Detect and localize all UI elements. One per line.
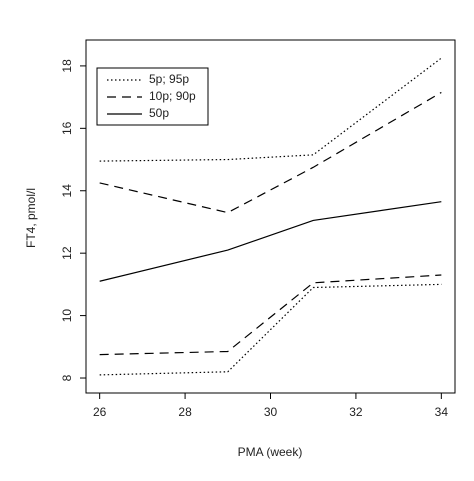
series-line <box>99 57 442 162</box>
y-tick-label: 18 <box>60 59 74 73</box>
x-tick-label: 34 <box>435 405 449 419</box>
legend-label: 5p; 95p <box>149 72 189 86</box>
legend-label: 50p <box>149 106 169 120</box>
series-line <box>99 201 442 282</box>
x-axis-label: PMA (week) <box>238 445 303 459</box>
y-axis-label: FT4, pmol/l <box>24 188 38 248</box>
series-line <box>99 91 442 214</box>
series-line <box>99 283 442 376</box>
y-tick-label: 10 <box>60 309 74 323</box>
x-tick-label: 28 <box>178 405 192 419</box>
x-tick-label: 30 <box>264 405 278 419</box>
y-tick-label: 12 <box>60 246 74 260</box>
x-tick-label: 32 <box>349 405 363 419</box>
y-tick-label: 14 <box>60 184 74 198</box>
x-tick-label: 26 <box>93 405 107 419</box>
y-tick-label: 16 <box>60 121 74 135</box>
series-line <box>99 274 442 356</box>
y-tick-label: 8 <box>60 374 74 381</box>
legend-label: 10p; 90p <box>149 89 196 103</box>
